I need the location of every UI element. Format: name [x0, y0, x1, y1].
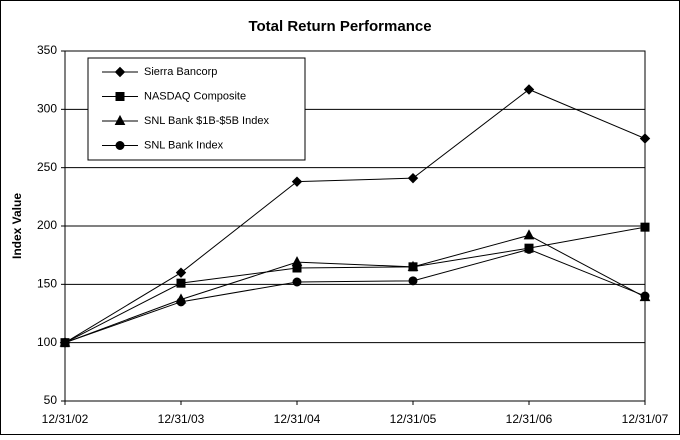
series-line: [64, 234, 646, 344]
x-tick-label: 12/31/05: [390, 412, 437, 426]
series-line: [64, 88, 646, 344]
y-tick-label: 150: [37, 277, 57, 291]
y-tick-label: 50: [44, 393, 58, 407]
data-point: [292, 277, 302, 287]
series-line: [64, 248, 646, 344]
data-point: [640, 222, 650, 232]
x-tick-label: 12/31/04: [274, 412, 321, 426]
x-tick-label: 12/31/06: [506, 412, 553, 426]
x-tick-label: 12/31/03: [158, 412, 205, 426]
legend-label: SNL Bank $1B-$5B Index: [144, 115, 269, 127]
x-tick-label: 12/31/07: [622, 412, 669, 426]
legend-marker: [115, 141, 125, 150]
y-axis-label: Index Value: [10, 193, 24, 259]
data-point: [176, 297, 186, 307]
series-line: [64, 226, 646, 344]
legend-label: NASDAQ Composite: [144, 90, 246, 102]
data-point: [408, 276, 418, 286]
y-tick-label: 100: [37, 335, 57, 349]
data-point: [523, 84, 535, 95]
data-point: [640, 291, 650, 301]
data-point: [407, 260, 419, 271]
data-point: [524, 244, 534, 254]
y-tick-label: 250: [37, 160, 57, 174]
data-point: [407, 172, 419, 184]
legend-box: [87, 57, 306, 161]
chart-title: Total Return Performance: [248, 18, 431, 35]
y-tick-label: 350: [37, 43, 57, 57]
legend-marker: [115, 92, 125, 101]
legend-label: SNL Bank Index: [144, 139, 224, 151]
legend-marker: [114, 114, 126, 125]
y-tick-label: 300: [37, 102, 57, 116]
data-point: [291, 256, 303, 267]
legend-marker: [114, 66, 126, 78]
x-tick-label: 12/31/02: [42, 412, 89, 426]
data-point: [639, 133, 651, 144]
data-point: [523, 229, 535, 240]
data-point: [60, 338, 70, 348]
data-point: [175, 267, 187, 278]
data-point: [291, 176, 303, 187]
data-point: [176, 278, 186, 288]
legend-label: Sierra Bancorp: [144, 66, 217, 78]
y-tick-label: 200: [37, 218, 57, 232]
